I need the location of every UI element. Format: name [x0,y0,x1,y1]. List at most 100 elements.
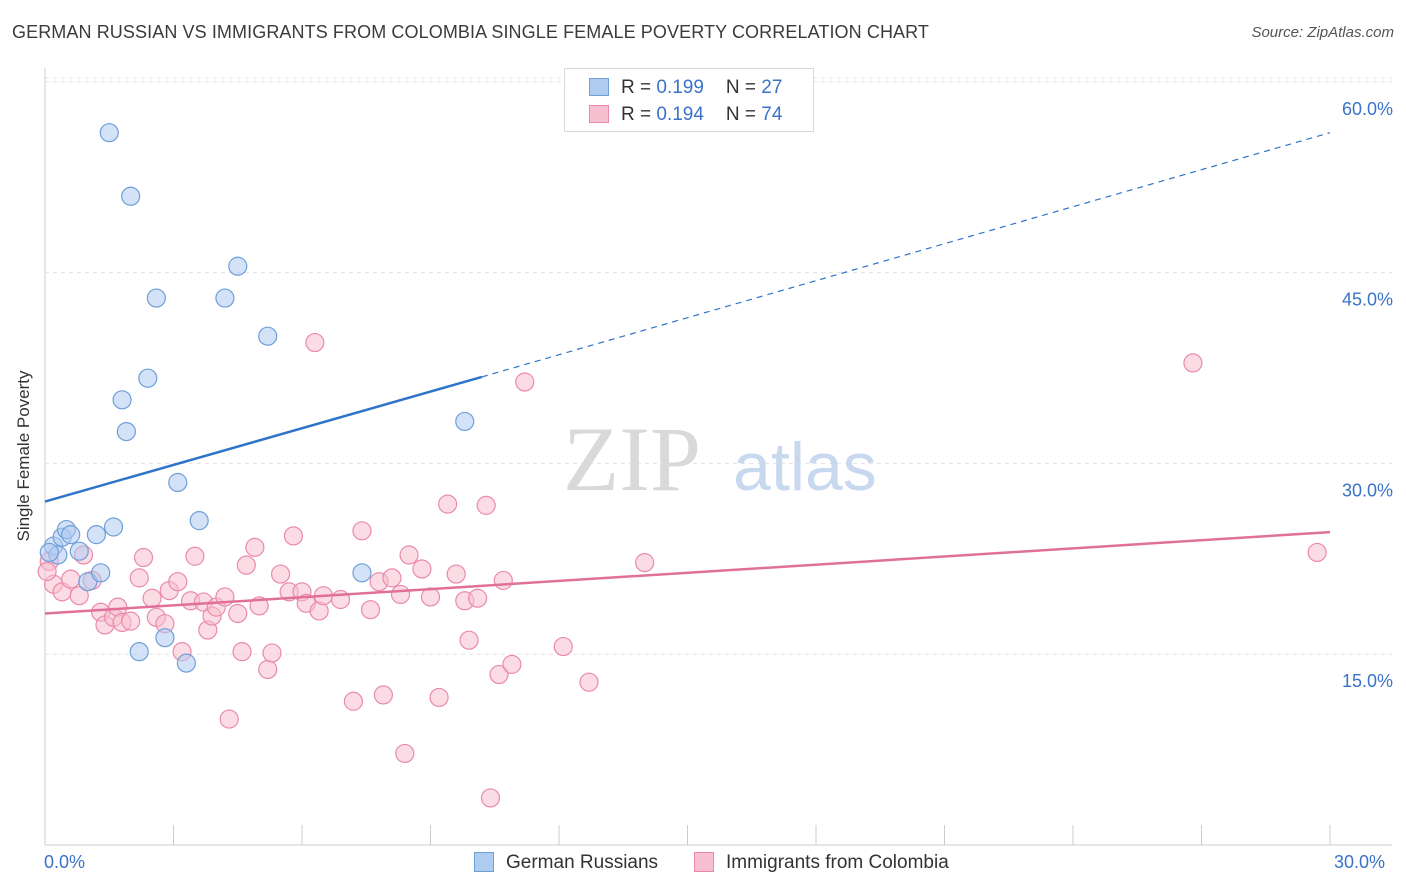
colombia-point [395,743,415,764]
colombia-point [502,654,522,674]
colombia-point [476,495,496,515]
colombia-point [446,564,466,584]
german-russian-point [112,390,132,410]
y-tick-labels: 15.0% 30.0% 45.0% 60.0% [1342,99,1393,691]
colombia-point [382,568,402,588]
chart-title: GERMAN RUSSIAN VS IMMIGRANTS FROM COLOMB… [12,22,930,42]
colombia-point [305,332,325,353]
german-russian-point [258,326,278,346]
y-tick-label: 60.0% [1342,99,1393,119]
colombia-point [185,546,205,566]
colombia-point [245,537,265,557]
german-russian-point [39,542,59,563]
colombia-point [1183,353,1203,373]
bottom-legend-colombia: Immigrants from Colombia [694,852,949,874]
legend-n-value: 27 [761,77,783,98]
colombia-point [262,643,282,663]
axes [44,68,1392,846]
source-credit: Source: ZipAtlas.com [1251,24,1394,41]
legend-swatch-blue [589,78,609,96]
bottom-legend-label: German Russians [506,852,659,873]
legend-n-value: 74 [761,104,783,125]
watermark-atlas: atlas [733,429,877,505]
legend-swatch-pink [589,105,609,123]
german-russian-point [189,511,209,531]
german-russian-point [352,563,372,583]
colombia-point [352,521,372,541]
colombia-point [129,568,149,588]
colombia-point [61,569,81,589]
series-colombia-points [37,332,1327,808]
german-russian-point [215,288,235,308]
bottom-legend-swatch-blue [474,852,494,872]
colombia-point [219,709,239,729]
german-russian-point [155,628,175,648]
colombia-point [553,636,573,657]
colombia-point [429,687,449,708]
legend-n-label: N = [725,104,762,125]
trend-lines [44,132,1331,615]
y-tick-label: 15.0% [1342,671,1393,691]
bottom-legend-german-russians: German Russians [474,852,658,874]
colombia-point [373,685,393,705]
german-russian-point [176,653,196,673]
colombia-point [579,672,599,692]
watermark: ZIP atlas [563,408,877,510]
german-russian-point [138,368,158,388]
german-russian-point [103,517,124,537]
colombia-point [133,547,154,568]
colombia-point [360,600,381,620]
german-russian-point [99,123,119,143]
colombia-point [515,372,535,392]
german-russians-trend-extension [481,132,1331,378]
correlation-legend: R = 0.199 N = 27 R = 0.194 N = 74 [564,68,814,132]
german-russian-point [455,411,475,432]
colombia-point [228,603,248,624]
german-russian-point [61,525,81,545]
colombia-point [236,555,256,575]
colombia-point [489,664,509,685]
series-german-russians-points [39,123,475,673]
colombia-point [412,559,432,579]
legend-row-german-russians: R = 0.199 N = 27 [589,77,782,99]
legend-r-value: 0.194 [656,104,704,125]
german-russian-point [91,563,111,583]
colombia-point [390,584,411,605]
german-russian-point [121,186,141,206]
colombia-point [69,586,89,606]
colombia-point [343,691,363,711]
colombia-point [1307,542,1327,563]
german-russian-point [86,525,107,545]
german-russian-point [228,256,248,276]
colombia-point [121,611,141,631]
colombia-point [459,630,479,650]
german-russian-point [168,472,188,493]
colombia-point [232,642,252,662]
watermark-zip: ZIP [563,408,701,510]
colombia-point [168,572,188,592]
legend-row-colombia: R = 0.194 N = 74 [589,104,782,126]
german-russians-trend-line [44,375,483,503]
bottom-legend-swatch-pink [694,852,714,872]
german-russian-point [116,422,136,442]
colombia-point [480,788,501,808]
colombia-point [493,570,513,591]
colombia-point [438,494,458,514]
y-axis-label: Single Female Poverty [14,370,33,542]
x-tick-label-max: 30.0% [1334,852,1386,872]
legend-r-label: R = [621,104,657,125]
german-russian-point [69,541,89,561]
colombia-point [37,561,57,582]
legend-r-value: 0.199 [656,77,704,98]
colombia-trend-line [44,530,1331,615]
legend-r-label: R = [621,77,657,98]
colombia-point [635,553,655,573]
legend-n-label: N = [725,77,762,98]
y-tick-label: 45.0% [1342,290,1393,310]
colombia-point [142,588,162,608]
colombia-point [399,545,419,565]
german-russian-point [146,288,166,308]
colombia-point [258,659,278,680]
colombia-point [270,564,291,584]
